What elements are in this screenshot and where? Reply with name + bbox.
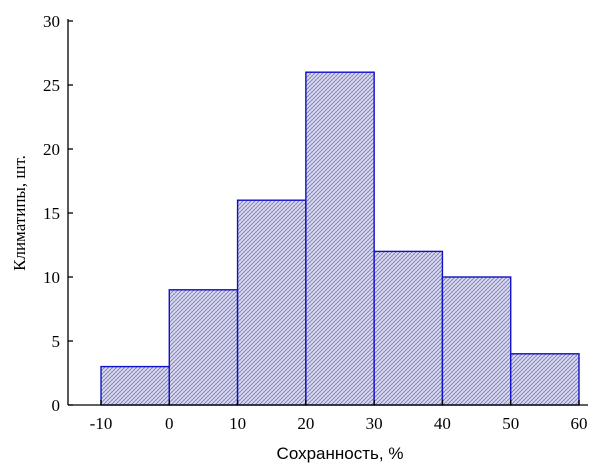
- histogram-bar-3: [305, 71, 375, 406]
- histogram-bar-0: [100, 365, 170, 406]
- x-tick-label-2: 10: [229, 414, 246, 433]
- y-tick-label-1: 5: [52, 332, 61, 351]
- bars-group: [100, 71, 580, 406]
- y-tick-label-4: 20: [43, 140, 60, 159]
- x-tick-label-4: 30: [366, 414, 383, 433]
- histogram-bar-5: [441, 276, 512, 406]
- x-tick-label-5: 40: [434, 414, 451, 433]
- y-tick-label-5: 25: [43, 76, 60, 95]
- y-tick-label-2: 10: [43, 268, 60, 287]
- x-axis-title: Сохранность, %: [277, 444, 404, 463]
- x-tick-label-1: 0: [165, 414, 174, 433]
- y-tick-label-0: 0: [52, 396, 61, 415]
- x-tick-label-7: 60: [571, 414, 588, 433]
- axes-group: 0 5 10 15 20 25 30 -10 0 10 20 30 40 50 60: [43, 12, 588, 433]
- histogram-bar-4: [373, 250, 444, 406]
- histogram-bar-1: [168, 289, 239, 406]
- x-tick-label-0: -10: [90, 414, 113, 433]
- y-tick-label-6: 30: [43, 12, 60, 31]
- x-tick-label-3: 20: [297, 414, 314, 433]
- y-tick-label-3: 15: [43, 204, 60, 223]
- x-tick-label-6: 50: [502, 414, 519, 433]
- histogram-bar-2: [236, 199, 307, 406]
- histogram-bar-6: [510, 353, 580, 406]
- y-axis-title: Климатипы, шт.: [10, 155, 29, 271]
